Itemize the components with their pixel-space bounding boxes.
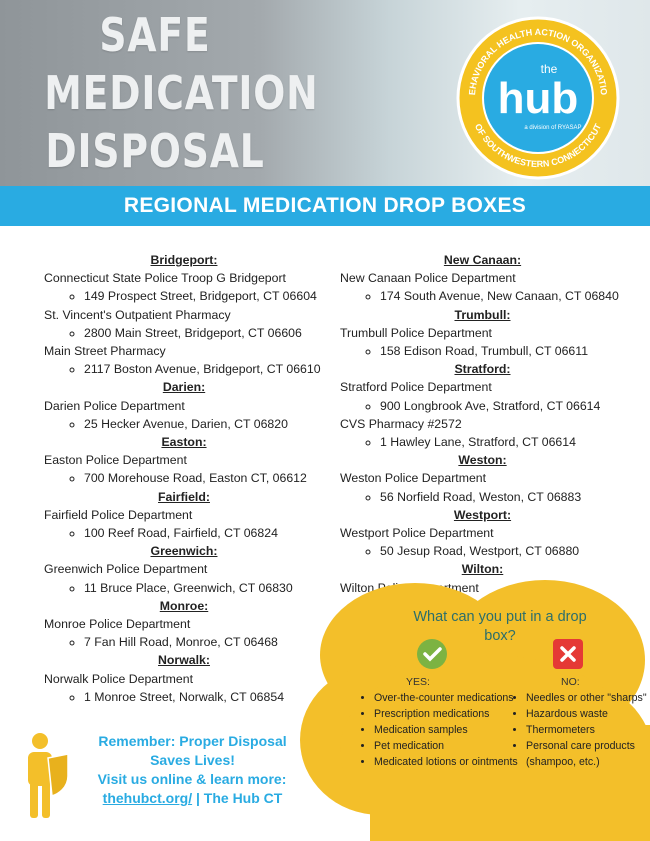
- address-list: 158 Edison Road, Trumbull, CT 06611: [340, 342, 625, 360]
- links: thehubct.org/ | The Hub CT: [80, 789, 305, 808]
- yes-item: Medicated lotions or ointments: [374, 754, 524, 770]
- address-list: 100 Reef Road, Fairfield, CT 06824: [44, 524, 324, 542]
- site-address: 50 Jesup Road, Westport, CT 06880: [380, 542, 625, 560]
- column: New Canaan:New Canaan Police Department1…: [340, 251, 625, 615]
- site-name: St. Vincent's Outpatient Pharmacy: [44, 307, 231, 322]
- town-heading: Greenwich:: [150, 544, 218, 559]
- site-name: Fairfield Police Department: [44, 507, 193, 522]
- title-line: DISPOSAL: [45, 124, 265, 178]
- address-list: 11 Bruce Place, Greenwich, CT 06830: [44, 579, 324, 597]
- cloud-shape: [300, 580, 650, 841]
- visit-text: Visit us online & learn more:: [97, 771, 287, 787]
- town-heading: New Canaan:: [443, 253, 522, 267]
- check-icon: [417, 639, 447, 669]
- logo-division: a division of RYASAP: [524, 125, 581, 131]
- banner: REGIONAL MEDICATION DROP BOXES: [0, 186, 650, 226]
- address-list: 25 Hecker Avenue, Darien, CT 06820: [44, 415, 324, 433]
- town-heading: Westport:: [453, 507, 512, 522]
- site-name: Weston Police Department: [340, 471, 487, 486]
- address-list: 1 Monroe Street, Norwalk, CT 06854: [44, 688, 324, 706]
- town-heading: Monroe:: [159, 598, 209, 613]
- site-name: Norwalk Police Department: [44, 671, 193, 686]
- site-address: 2800 Main Street, Bridgeport, CT 06606: [84, 324, 324, 342]
- no-heading: NO:: [561, 676, 580, 688]
- site-address: 7 Fan Hill Road, Monroe, CT 06468: [84, 633, 324, 651]
- yes-item: Over-the-counter medications: [374, 690, 524, 706]
- site-address: 100 Reef Road, Fairfield, CT 06824: [84, 524, 324, 542]
- yes-list: Over-the-counter medicationsPrescription…: [360, 690, 524, 770]
- no-item: Hazardous waste: [526, 706, 650, 722]
- site-address: 11 Bruce Place, Greenwich, CT 06830: [84, 579, 324, 597]
- social-text: | The Hub CT: [192, 790, 283, 806]
- address-list: 900 Longbrook Ave, Stratford, CT 06614: [340, 397, 625, 415]
- site-address: 1 Monroe Street, Norwalk, CT 06854: [84, 688, 324, 706]
- address-list: 2117 Boston Avenue, Bridgeport, CT 06610: [44, 360, 324, 378]
- site-address: 158 Edison Road, Trumbull, CT 06611: [380, 342, 625, 360]
- logo-hub: hub: [498, 74, 579, 123]
- cross-icon: [553, 639, 583, 669]
- site-address: 56 Norfield Road, Weston, CT 06883: [380, 488, 625, 506]
- no-item: Thermometers: [526, 722, 650, 738]
- yes-item: Medication samples: [374, 722, 524, 738]
- website-link[interactable]: thehubct.org/: [102, 790, 193, 806]
- site-name: Easton Police Department: [44, 453, 187, 468]
- site-name: Trumbull Police Department: [340, 325, 492, 340]
- site-name: Monroe Police Department: [44, 617, 191, 632]
- town-heading: Trumbull:: [454, 307, 511, 322]
- site-address: 1 Hawley Lane, Stratford, CT 06614: [380, 433, 625, 451]
- address-list: 174 South Avenue, New Canaan, CT 06840: [340, 287, 625, 305]
- town-heading: Bridgeport:: [150, 253, 218, 267]
- no-item: Needles or other "sharps": [526, 690, 650, 706]
- column: Bridgeport: Connecticut State Police Troo…: [44, 251, 324, 706]
- town-heading: Darien:: [162, 380, 206, 395]
- town-heading: Easton:: [161, 435, 207, 450]
- site-address: 700 Morehouse Road, Easton CT, 06612: [84, 469, 324, 487]
- site-address: 25 Hecker Avenue, Darien, CT 06820: [84, 415, 324, 433]
- site-name: Stratford Police Department: [340, 380, 492, 395]
- logo: BEHAVIORAL HEALTH ACTION ORGANIZATION OF…: [455, 15, 620, 180]
- site-name: Main Street Pharmacy: [44, 344, 166, 359]
- yes-item: Pet medication: [374, 738, 524, 754]
- title-line: MEDICATION: [44, 66, 319, 120]
- address-list: 1 Hawley Lane, Stratford, CT 06614: [340, 433, 625, 451]
- no-item: Personal care products (shampoo, etc.): [526, 738, 650, 770]
- site-name: Darien Police Department: [44, 398, 185, 413]
- person-icon: [28, 733, 69, 818]
- town-heading: Fairfield:: [158, 489, 210, 504]
- address-list: 2800 Main Street, Bridgeport, CT 06606: [44, 324, 324, 342]
- town-heading: Stratford:: [454, 362, 511, 377]
- site-address: 174 South Avenue, New Canaan, CT 06840: [380, 287, 625, 305]
- address-list: 700 Morehouse Road, Easton CT, 06612: [44, 469, 324, 487]
- town-heading: Norwalk:: [158, 653, 210, 668]
- address-list: 7 Fan Hill Road, Monroe, CT 06468: [44, 633, 324, 651]
- town-heading: Weston:: [458, 453, 507, 468]
- no-list: Needles or other "sharps"Hazardous waste…: [512, 690, 650, 770]
- site-name: New Canaan Police Department: [340, 271, 516, 286]
- site-address: 149 Prospect Street, Bridgeport, CT 0660…: [84, 287, 324, 305]
- address-list: 50 Jesup Road, Westport, CT 06880: [340, 542, 625, 560]
- yes-item: Prescription medications: [374, 706, 524, 722]
- logo-the: the: [541, 62, 558, 76]
- reminder: Remember: Proper Disposal Saves Lives!: [98, 733, 287, 768]
- address-list: 56 Norfield Road, Weston, CT 06883: [340, 488, 625, 506]
- site-name: CVS Pharmacy #2572: [340, 416, 462, 431]
- cloud-question: What can you put in a drop box?: [413, 609, 587, 644]
- site-address: 2117 Boston Avenue, Bridgeport, CT 06610: [84, 360, 324, 378]
- site-address: 900 Longbrook Ave, Stratford, CT 06614: [380, 397, 625, 415]
- town-heading: Wilton:: [461, 562, 504, 577]
- site-name: Greenwich Police Department: [44, 562, 208, 577]
- site-name: Westport Police Department: [340, 526, 494, 541]
- site-name: Connecticut State Police Troop G Bridgep…: [44, 271, 286, 286]
- yes-heading: YES:: [406, 676, 430, 688]
- address-list: 149 Prospect Street, Bridgeport, CT 0660…: [44, 287, 324, 305]
- title-line: SAFE: [99, 8, 211, 62]
